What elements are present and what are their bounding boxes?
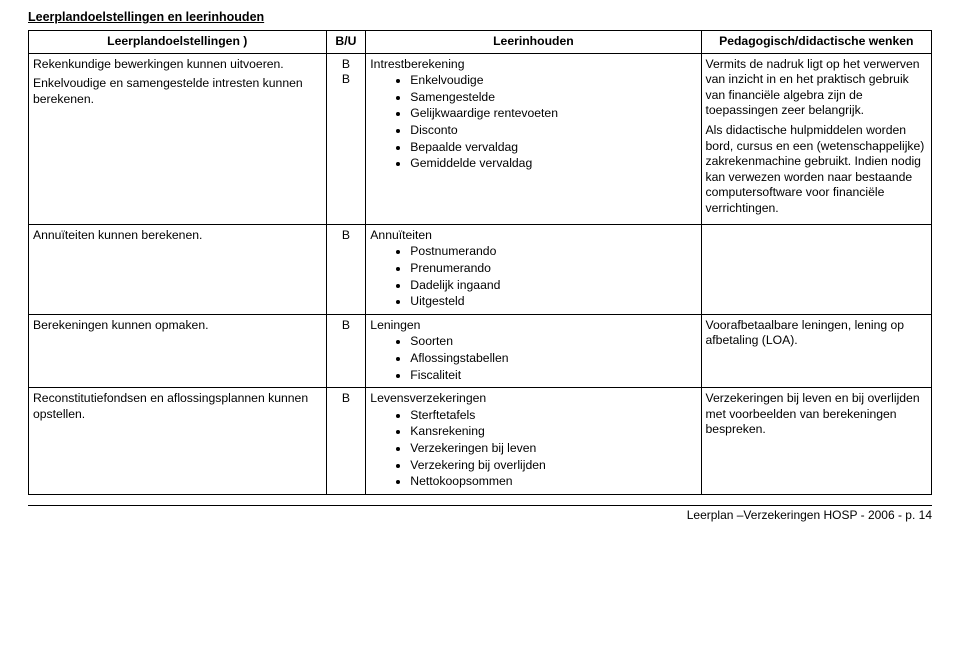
list-item: Kansrekening (410, 424, 696, 440)
pedagogic-text: Vermits de nadruk ligt op het verwerven … (706, 57, 927, 119)
list-item: Uitgesteld (410, 294, 696, 310)
list-item: Enkelvoudige (410, 73, 696, 89)
curriculum-table: Leerplandoelstellingen ) B/U Leerinhoude… (28, 30, 932, 495)
objective-text: Reconstitutiefondsen en aflossingsplanne… (29, 388, 327, 495)
header-row: Leerplandoelstellingen ) B/U Leerinhoude… (29, 31, 932, 54)
objective-text: Annuïteiten kunnen berekenen. (29, 224, 327, 314)
section-title: Leerplandoelstellingen en leerinhouden (28, 10, 932, 24)
objective-text: Berekeningen kunnen opmaken. (29, 314, 327, 387)
header-col3: Leerinhouden (366, 31, 701, 54)
bu-value: B (326, 314, 366, 387)
content-list: Postnumerando Prenumerando Dadelijk inga… (370, 244, 696, 309)
content-list: Sterftetafels Kansrekening Verzekeringen… (370, 408, 696, 490)
content-lead: Leningen (370, 318, 696, 334)
content-lead: Levensverzekeringen (370, 391, 696, 407)
list-item: Nettokoopsommen (410, 474, 696, 490)
list-item: Gelijkwaardige rentevoeten (410, 106, 696, 122)
list-item: Soorten (410, 334, 696, 350)
list-item: Sterftetafels (410, 408, 696, 424)
pedagogic-text: Voorafbetaalbare leningen, lening op afb… (701, 314, 931, 387)
bu-value: B (331, 72, 362, 88)
list-item: Dadelijk ingaand (410, 278, 696, 294)
list-item: Bepaalde vervaldag (410, 140, 696, 156)
table-row: Rekenkundige bewerkingen kunnen uitvoere… (29, 53, 932, 224)
list-item: Postnumerando (410, 244, 696, 260)
page-footer: Leerplan –Verzekeringen HOSP - 2006 - p.… (28, 505, 932, 522)
list-item: Fiscaliteit (410, 368, 696, 384)
pedagogic-text: Verzekeringen bij leven en bij overlijde… (701, 388, 931, 495)
list-item: Prenumerando (410, 261, 696, 277)
content-list: Enkelvoudige Samengestelde Gelijkwaardig… (370, 73, 696, 172)
table-row: Annuïteiten kunnen berekenen. B Annuïtei… (29, 224, 932, 314)
content-lead: Annuïteiten (370, 228, 696, 244)
list-item: Verzekering bij overlijden (410, 458, 696, 474)
bu-value: B (326, 224, 366, 314)
objective-text: Enkelvoudige en samengestelde intresten … (33, 76, 322, 107)
list-item: Verzekeringen bij leven (410, 441, 696, 457)
content-list: Soorten Aflossingstabellen Fiscaliteit (370, 334, 696, 383)
list-item: Disconto (410, 123, 696, 139)
list-item: Samengestelde (410, 90, 696, 106)
bu-value: B (326, 388, 366, 495)
header-col2: B/U (326, 31, 366, 54)
table-row: Reconstitutiefondsen en aflossingsplanne… (29, 388, 932, 495)
pedagogic-text: Als didactische hulpmiddelen worden bord… (706, 123, 927, 217)
table-row: Berekeningen kunnen opmaken. B Leningen … (29, 314, 932, 387)
header-col4: Pedagogisch/didactische wenken (701, 31, 931, 54)
content-lead: Intrestberekening (370, 57, 696, 73)
objective-text: Rekenkundige bewerkingen kunnen uitvoere… (33, 57, 322, 73)
list-item: Gemiddelde vervaldag (410, 156, 696, 172)
header-col1: Leerplandoelstellingen ) (29, 31, 327, 54)
bu-value: B (331, 57, 362, 73)
list-item: Aflossingstabellen (410, 351, 696, 367)
